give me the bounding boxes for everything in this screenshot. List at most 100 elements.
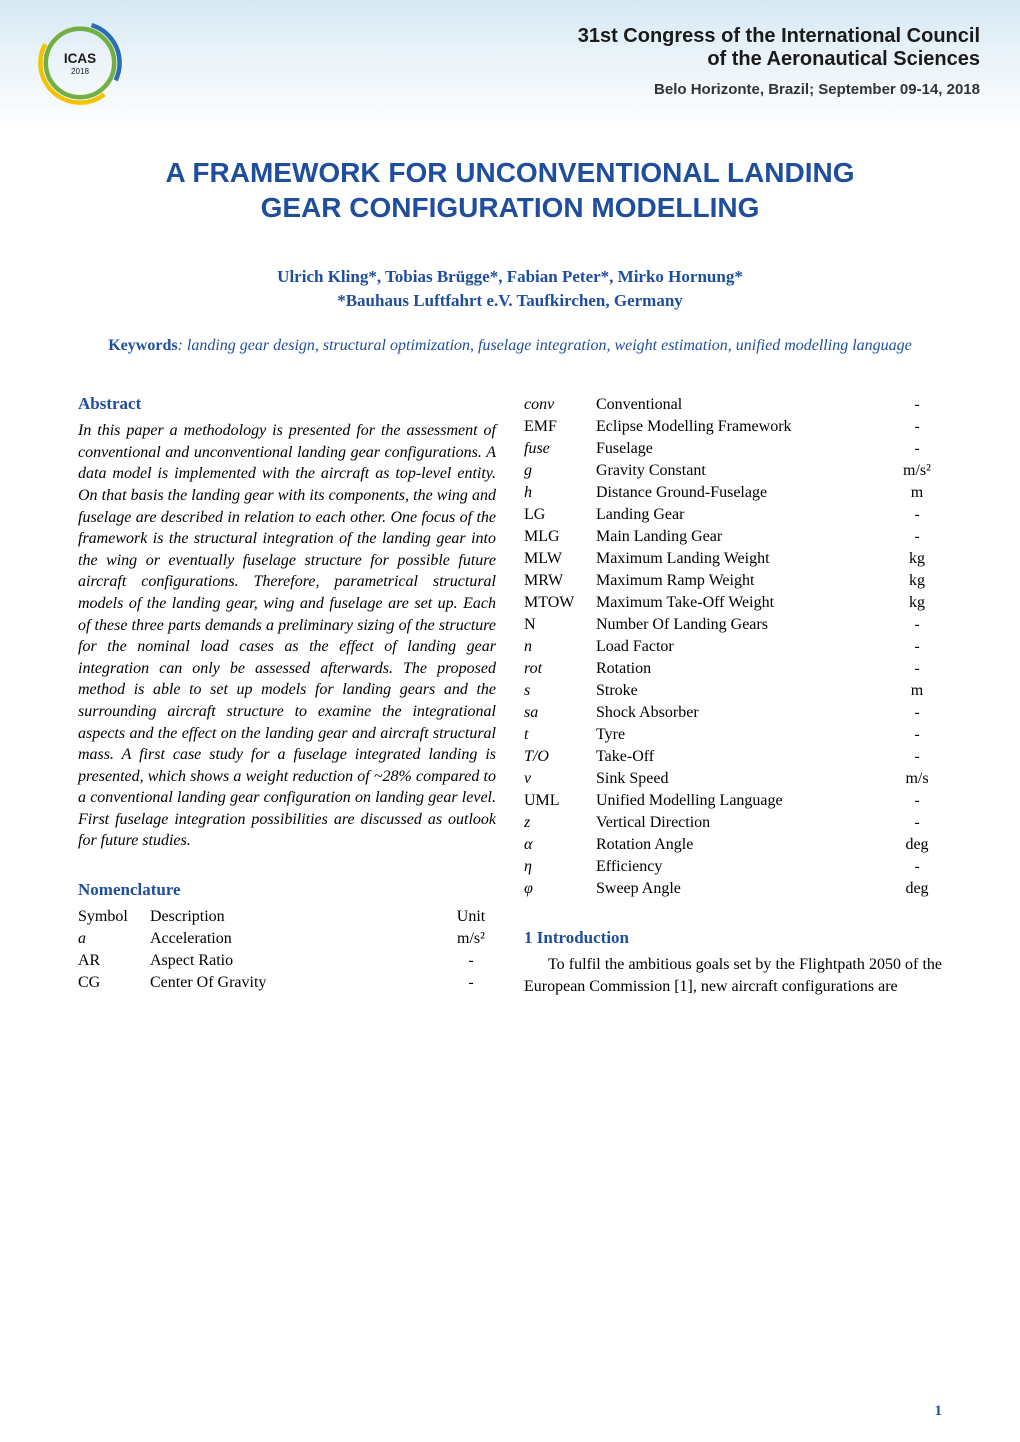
- nomen-description: Fuselage: [596, 438, 892, 460]
- nomen-description: Efficiency: [596, 856, 892, 878]
- nomen-description: Maximum Ramp Weight: [596, 570, 892, 592]
- nomen-description: Shock Absorber: [596, 702, 892, 724]
- page-number: 1: [935, 1403, 943, 1420]
- nomen-description: Rotation: [596, 658, 892, 680]
- nomen-symbol: sa: [524, 702, 596, 724]
- nomen-row: ARAspect Ratio-: [78, 950, 496, 972]
- abstract-heading: Abstract: [78, 394, 496, 414]
- nomen-symbol: LG: [524, 504, 596, 526]
- nomen-unit: -: [892, 812, 942, 834]
- nomen-row: αRotation Angledeg: [524, 834, 942, 856]
- nomen-symbol: s: [524, 680, 596, 702]
- nomen-symbol: MLG: [524, 526, 596, 548]
- right-column: convConventional-EMFEclipse Modelling Fr…: [524, 394, 942, 997]
- nomen-row: UMLUnified Modelling Language-: [524, 790, 942, 812]
- nomen-unit: -: [892, 856, 942, 878]
- nomen-row: sStrokem: [524, 680, 942, 702]
- nomen-header-desc: Description: [150, 906, 446, 928]
- congress-subtitle: Belo Horizonte, Brazil; September 09-14,…: [578, 81, 980, 98]
- keywords-block: Keywords: landing gear design, structura…: [0, 335, 1020, 357]
- nomen-symbol: g: [524, 460, 596, 482]
- nomen-unit: m/s: [892, 768, 942, 790]
- nomen-row: MRWMaximum Ramp Weightkg: [524, 570, 942, 592]
- nomen-description: Gravity Constant: [596, 460, 892, 482]
- nomen-header-row: SymbolDescriptionUnit: [78, 906, 496, 928]
- nomenclature-table-left: SymbolDescriptionUnitaAccelerationm/s²AR…: [78, 906, 496, 994]
- nomen-symbol: AR: [78, 950, 150, 972]
- nomen-description: Rotation Angle: [596, 834, 892, 856]
- header-text-block: 31st Congress of the International Counc…: [578, 25, 980, 98]
- nomen-row: fuseFuselage-: [524, 438, 942, 460]
- nomen-unit: -: [892, 702, 942, 724]
- nomen-description: Aspect Ratio: [150, 950, 446, 972]
- introduction-text: To fulfil the ambitious goals set by the…: [524, 954, 942, 997]
- nomen-header-unit: Unit: [446, 906, 496, 928]
- nomen-unit: -: [892, 658, 942, 680]
- nomen-row: zVertical Direction-: [524, 812, 942, 834]
- nomenclature-heading: Nomenclature: [78, 880, 496, 900]
- nomen-description: Distance Ground-Fuselage: [596, 482, 892, 504]
- nomen-description: Maximum Landing Weight: [596, 548, 892, 570]
- nomen-description: Landing Gear: [596, 504, 892, 526]
- nomen-description: Eclipse Modelling Framework: [596, 416, 892, 438]
- nomen-symbol: n: [524, 636, 596, 658]
- icas-logo: ICAS 2018: [35, 18, 125, 108]
- two-column-layout: Abstract In this paper a methodology is …: [0, 394, 1020, 997]
- nomen-row: vSink Speedm/s: [524, 768, 942, 790]
- nomen-description: Tyre: [596, 724, 892, 746]
- nomen-unit: deg: [892, 834, 942, 856]
- nomen-row: aAccelerationm/s²: [78, 928, 496, 950]
- nomen-row: MLWMaximum Landing Weightkg: [524, 548, 942, 570]
- introduction-heading: 1 Introduction: [524, 928, 942, 948]
- nomen-description: Take-Off: [596, 746, 892, 768]
- nomen-row: EMFEclipse Modelling Framework-: [524, 416, 942, 438]
- nomen-row: hDistance Ground-Fuselagem: [524, 482, 942, 504]
- congress-title-line1: 31st Congress of the International Counc…: [578, 25, 980, 48]
- nomen-symbol: a: [78, 928, 150, 950]
- nomen-description: Maximum Take-Off Weight: [596, 592, 892, 614]
- left-column: Abstract In this paper a methodology is …: [78, 394, 496, 997]
- abstract-text: In this paper a methodology is presented…: [78, 420, 496, 852]
- authors-line2: *Bauhaus Luftfahrt e.V. Taufkirchen, Ger…: [337, 291, 683, 310]
- nomen-unit: m/s²: [446, 928, 496, 950]
- authors-block: Ulrich Kling*, Tobias Brügge*, Fabian Pe…: [0, 265, 1020, 313]
- nomen-symbol: z: [524, 812, 596, 834]
- nomen-unit: -: [892, 504, 942, 526]
- nomen-symbol: UML: [524, 790, 596, 812]
- nomen-unit: -: [892, 394, 942, 416]
- nomen-row: CGCenter Of Gravity-: [78, 972, 496, 994]
- keywords-label: Keywords: [108, 337, 177, 354]
- nomen-symbol: CG: [78, 972, 150, 994]
- title-line2: GEAR CONFIGURATION MODELLING: [261, 192, 760, 223]
- nomen-row: ηEfficiency-: [524, 856, 942, 878]
- nomen-symbol: t: [524, 724, 596, 746]
- nomen-unit: -: [892, 416, 942, 438]
- nomen-row: convConventional-: [524, 394, 942, 416]
- nomen-unit: deg: [892, 878, 942, 900]
- svg-text:2018: 2018: [71, 67, 89, 76]
- nomen-symbol: MTOW: [524, 592, 596, 614]
- nomen-unit: -: [892, 746, 942, 768]
- authors-line1: Ulrich Kling*, Tobias Brügge*, Fabian Pe…: [277, 267, 743, 286]
- nomen-unit: -: [892, 724, 942, 746]
- nomen-unit: kg: [892, 570, 942, 592]
- nomen-description: Conventional: [596, 394, 892, 416]
- page-header: ICAS 2018 31st Congress of the Internati…: [0, 0, 1020, 130]
- nomen-unit: kg: [892, 548, 942, 570]
- nomen-row: φSweep Angledeg: [524, 878, 942, 900]
- nomen-symbol: conv: [524, 394, 596, 416]
- nomen-unit: m: [892, 482, 942, 504]
- nomen-description: Sweep Angle: [596, 878, 892, 900]
- nomen-description: Center Of Gravity: [150, 972, 446, 994]
- nomen-description: Main Landing Gear: [596, 526, 892, 548]
- keywords-text: : landing gear design, structural optimi…: [178, 337, 912, 354]
- nomen-unit: -: [446, 972, 496, 994]
- nomen-symbol: fuse: [524, 438, 596, 460]
- nomen-description: Acceleration: [150, 928, 446, 950]
- nomen-row: T/OTake-Off-: [524, 746, 942, 768]
- nomen-symbol: η: [524, 856, 596, 878]
- nomen-row: rotRotation-: [524, 658, 942, 680]
- nomen-row: NNumber Of Landing Gears-: [524, 614, 942, 636]
- paper-title: A FRAMEWORK FOR UNCONVENTIONAL LANDING G…: [0, 155, 1020, 225]
- title-line1: A FRAMEWORK FOR UNCONVENTIONAL LANDING: [165, 157, 854, 188]
